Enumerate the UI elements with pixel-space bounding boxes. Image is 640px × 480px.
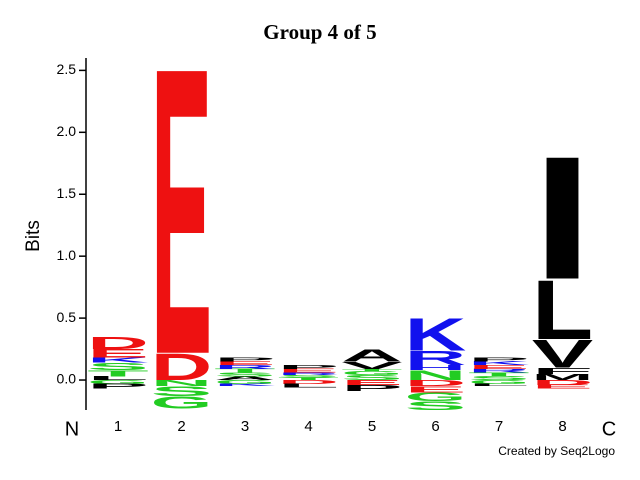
end-label: C: [602, 418, 616, 440]
logo-letter: G: [341, 371, 403, 377]
logo-letter: R: [214, 365, 280, 371]
y-tick-label: 2.0: [57, 123, 77, 139]
y-tick-label: 0.5: [57, 309, 77, 325]
logo-letter: K: [214, 383, 288, 387]
logo-letter: E: [87, 347, 149, 361]
start-label: N: [65, 418, 79, 440]
logo-letter: P: [341, 383, 405, 393]
y-tick-label: 1.0: [57, 247, 77, 263]
logo-letter: M: [532, 372, 594, 382]
y-tick-label: 1.5: [57, 185, 77, 201]
x-tick-label: 3: [241, 418, 249, 435]
logo-letter: E: [341, 380, 408, 387]
logo-letter: L: [278, 383, 340, 389]
x-tick-label: 4: [304, 418, 312, 435]
logo-letter: S: [405, 399, 467, 413]
x-tick-label: 1: [114, 418, 122, 435]
logo-letter: S: [214, 372, 285, 378]
logo-letter: H: [405, 365, 467, 372]
logo-letter: N: [151, 378, 213, 388]
chart-title: Group 4 of 5: [263, 20, 376, 44]
logo-letter: D: [151, 347, 213, 389]
logo-letter: N: [405, 368, 467, 383]
logo-letter: V: [532, 333, 595, 377]
logo-letter: E: [214, 361, 285, 367]
logo-letter: R: [405, 347, 467, 370]
x-tick-label: 5: [368, 418, 376, 435]
x-tick-label: 2: [177, 418, 185, 435]
logo-letter: T: [468, 372, 546, 378]
logo-letter: R: [468, 369, 534, 375]
logo-letter: P: [278, 365, 349, 371]
logo-letter: S: [87, 362, 149, 373]
logo-letter: R: [278, 372, 352, 376]
x-tick-label: 8: [558, 418, 566, 435]
logo-letter: E: [405, 384, 469, 394]
logo-letter: A: [341, 345, 403, 365]
logo-letter: K: [87, 358, 149, 365]
logo-letter: F: [532, 366, 594, 376]
x-tick-label: 6: [431, 418, 439, 435]
credit: Created by Seq2Logo: [498, 444, 615, 458]
logo-letter: D: [87, 333, 149, 353]
logo-letter: G: [151, 393, 213, 413]
logo-letter: S: [278, 375, 358, 379]
logo-letter: T: [214, 369, 292, 375]
x-tick-label: 7: [495, 418, 503, 435]
logo-letter: K: [405, 308, 467, 360]
logo-letter: E: [532, 385, 603, 391]
logo-letter: L: [87, 376, 149, 382]
logo-letter: L: [468, 383, 530, 387]
logo-letter: I: [532, 120, 594, 316]
logo-letter: L: [532, 263, 594, 357]
logo-letter: D: [532, 380, 594, 387]
logo-letter: G: [468, 380, 530, 386]
logo-letter: S: [468, 376, 539, 382]
logo-letter: T: [278, 377, 365, 381]
logo-letter: P: [468, 357, 539, 363]
logo-letter: E: [468, 365, 539, 371]
y-tick-label: 0.0: [57, 371, 77, 387]
y-axis-label: Bits: [23, 220, 44, 252]
logo-letter: K: [468, 361, 534, 367]
logo-letter: D: [278, 380, 344, 386]
logo-letter: D: [405, 378, 467, 388]
logo-letter: E: [151, 0, 213, 440]
logo-letter: S: [151, 384, 213, 399]
logo-letter: T: [341, 368, 428, 372]
logo-letter: V: [341, 361, 403, 372]
logo-letter: T: [87, 368, 157, 378]
logo-letter: P: [87, 384, 154, 391]
y-tick-label: 2.5: [57, 61, 77, 77]
logo-letter: A: [214, 376, 280, 382]
logo-letter: E: [278, 369, 349, 375]
logo-letter: G: [214, 380, 276, 386]
logo-letter: P: [214, 357, 285, 363]
logo-letter: G: [405, 390, 467, 404]
logo-letter: G: [87, 380, 149, 386]
logo-letter: S: [341, 375, 408, 382]
